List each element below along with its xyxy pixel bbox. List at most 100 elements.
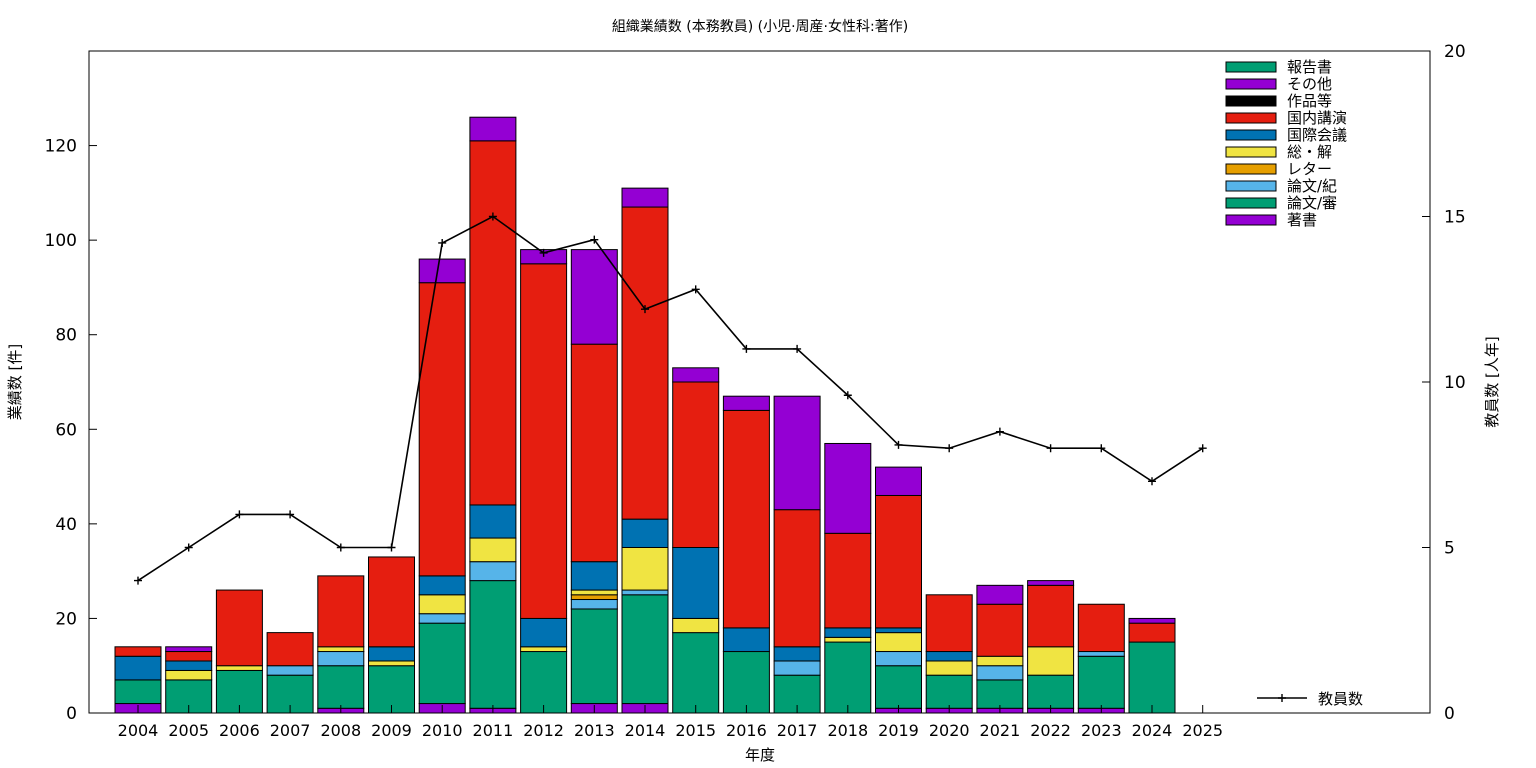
x-tick-label-2008: 2008	[320, 721, 361, 740]
y2-tick-label-15: 15	[1444, 208, 1466, 228]
bar-2017-series-5	[773, 646, 821, 662]
legend-label-8: 論文/審	[1287, 194, 1337, 212]
legend-swatch-9	[1225, 214, 1277, 226]
y-tick-label-40: 40	[55, 515, 77, 535]
bar-2017-series-2	[773, 660, 821, 676]
bar-2019-series-4	[875, 632, 922, 653]
y-tick-label-60: 60	[55, 420, 77, 440]
bar-2018-series-4	[824, 636, 872, 643]
legend-swatch-8	[1225, 197, 1277, 209]
bar-2021-series-2	[976, 665, 1024, 681]
y-tick-label-120: 120	[45, 137, 77, 157]
bar-2009-series-5	[368, 646, 415, 662]
bar-2004-series-5	[114, 655, 162, 681]
legend-swatch-2	[1225, 95, 1277, 107]
bar-2018-series-1	[824, 641, 872, 714]
x-tick-label-2024: 2024	[1132, 721, 1173, 740]
staff-count-point-2011	[488, 212, 497, 221]
bar-2015-series-5	[672, 547, 720, 619]
bar-2020-series-6	[925, 594, 973, 653]
y2-tick-label-0: 0	[1444, 704, 1455, 724]
x-tick-label-2022: 2022	[1030, 721, 1071, 740]
legend-swatch-4	[1225, 129, 1277, 141]
bar-2022-series-8	[1027, 580, 1075, 586]
bar-2007-series-2	[266, 665, 314, 676]
bar-2011-series-2	[469, 561, 517, 582]
x-tick-label-2021: 2021	[980, 721, 1021, 740]
bar-2005-series-8	[165, 646, 213, 653]
y2-axis-label: 教員数 [人年]	[1483, 336, 1501, 427]
bar-2005-series-6	[165, 651, 213, 662]
x-tick-label-2023: 2023	[1081, 721, 1122, 740]
staff-count-point-2010	[438, 238, 447, 247]
x-tick-label-2005: 2005	[168, 721, 209, 740]
staff-count-point-2021	[995, 427, 1004, 436]
bar-2016-series-5	[722, 627, 770, 653]
staff-count-point-2008	[336, 543, 345, 552]
bar-2016-series-8	[722, 395, 770, 411]
legend-label-3: 国内講演	[1287, 109, 1347, 127]
bar-2016-series-1	[722, 651, 770, 714]
y2-tick-label-5: 5	[1444, 539, 1455, 559]
staff-count-point-2023	[1097, 444, 1106, 453]
bar-2008-series-2	[317, 651, 365, 667]
bar-2018-series-5	[824, 627, 872, 638]
bar-2006-series-6	[215, 589, 263, 667]
bar-2022-series-6	[1027, 584, 1075, 648]
axes-layer: 0 20 40 60 80 100 120 0 5 10 15 20 2004 2005 2006 2007 2…	[45, 42, 1466, 740]
legend-label-0: 報告書	[1287, 58, 1332, 76]
bar-2004-series-1	[114, 679, 162, 705]
staff-count-point-2020	[945, 444, 954, 453]
x-tick-label-2016: 2016	[726, 721, 767, 740]
y-tick-label-20: 20	[55, 609, 77, 629]
y-tick-label-0: 0	[66, 704, 77, 724]
bar-2010-series-6	[418, 282, 466, 577]
staff-count-point-2005	[184, 543, 193, 552]
bar-2008-series-4	[317, 646, 365, 653]
bar-2011-series-6	[469, 140, 517, 506]
bar-2013-series-6	[570, 343, 618, 563]
bar-2023-series-1	[1077, 655, 1125, 709]
line-legend-marker	[1278, 694, 1286, 702]
x-tick-label-2006: 2006	[219, 721, 260, 740]
bar-2024-series-6	[1128, 622, 1176, 643]
staff-count-point-2006	[235, 510, 244, 519]
bar-2015-series-6	[672, 381, 720, 548]
bar-2011-series-8	[469, 116, 517, 142]
staff-count-point-2007	[286, 510, 295, 519]
bar-2014-series-2	[621, 589, 669, 596]
bar-2013-series-1	[570, 608, 618, 705]
bar-2010-series-1	[418, 622, 466, 705]
bar-2013-series-5	[570, 561, 618, 591]
bar-2019-series-2	[875, 651, 922, 667]
bar-2015-series-4	[672, 617, 720, 634]
bar-2021-series-1	[976, 679, 1024, 709]
bar-2007-series-6	[266, 632, 314, 667]
y-axis-label: 業績数 [件]	[6, 344, 24, 420]
staff-count-point-2015	[691, 285, 700, 294]
bar-2020-series-5	[925, 651, 973, 662]
staff-count-point-2017	[793, 344, 802, 353]
bar-2019-series-1	[875, 665, 922, 709]
bar-2023-series-6	[1077, 603, 1125, 653]
bar-2022-series-4	[1027, 646, 1075, 676]
x-tick-label-2009: 2009	[371, 721, 412, 740]
bar-2009-series-6	[368, 556, 415, 648]
bar-2014-series-4	[621, 547, 669, 591]
x-tick-label-2010: 2010	[422, 721, 463, 740]
bar-2012-series-4	[520, 646, 568, 653]
bar-2019-series-5	[875, 627, 922, 634]
x-tick-label-2019: 2019	[878, 721, 919, 740]
legend-label-6: レター	[1287, 160, 1332, 178]
bar-2016-series-6	[722, 409, 770, 629]
bar-2014-series-1	[621, 594, 669, 705]
legend-swatch-6	[1225, 163, 1277, 175]
x-tick-label-2011: 2011	[473, 721, 514, 740]
staff-count-point-2025	[1198, 444, 1207, 453]
bar-2023-series-2	[1077, 651, 1125, 657]
bar-2009-series-4	[368, 660, 415, 667]
staff-count-line	[137, 215, 1204, 582]
bar-2008-series-1	[317, 665, 365, 709]
legend-label-9: 著書	[1287, 211, 1317, 229]
